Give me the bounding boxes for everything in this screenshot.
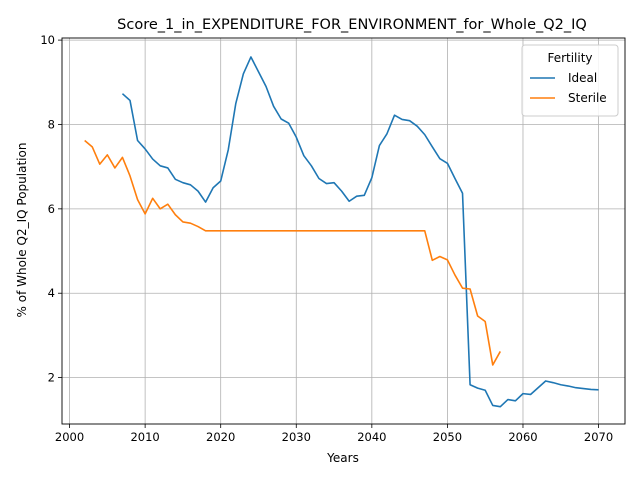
x-tick-label: 2050 (433, 430, 462, 444)
series-lines (84, 56, 599, 408)
y-tick-label: 10 (40, 33, 55, 47)
y-axis-ticks: 2 4 6 8 10 (40, 33, 62, 385)
y-tick-label: 8 (48, 117, 55, 131)
x-tick-label: 2020 (206, 430, 235, 444)
chart-title: Score_1_in_EXPENDITURE_FOR_ENVIRONMENT_f… (117, 17, 587, 33)
y-tick-label: 2 (48, 371, 55, 385)
x-tick-label: 2040 (357, 430, 386, 444)
x-axis-label: Years (326, 451, 359, 465)
legend-title: Fertility (547, 51, 592, 65)
y-tick-label: 6 (48, 202, 55, 216)
legend: Fertility Ideal Sterile (521, 44, 619, 117)
y-tick-label: 4 (48, 286, 55, 300)
x-tick-label: 2030 (282, 430, 311, 444)
x-tick-label: 2070 (584, 430, 613, 444)
y-axis-label: % of Whole Q2_IQ Population (15, 143, 29, 318)
x-tick-label: 2010 (130, 430, 159, 444)
x-tick-label: 2000 (55, 430, 84, 444)
legend-label-sterile: Sterile (568, 91, 607, 105)
series-line-sterile (84, 139, 502, 366)
series-line-ideal (121, 56, 599, 408)
x-tick-label: 2060 (508, 430, 537, 444)
legend-label-ideal: Ideal (568, 71, 597, 85)
plot-frame (61, 37, 626, 425)
x-axis-ticks: 2000 2010 2020 2030 2040 2050 2060 2070 (55, 424, 613, 444)
